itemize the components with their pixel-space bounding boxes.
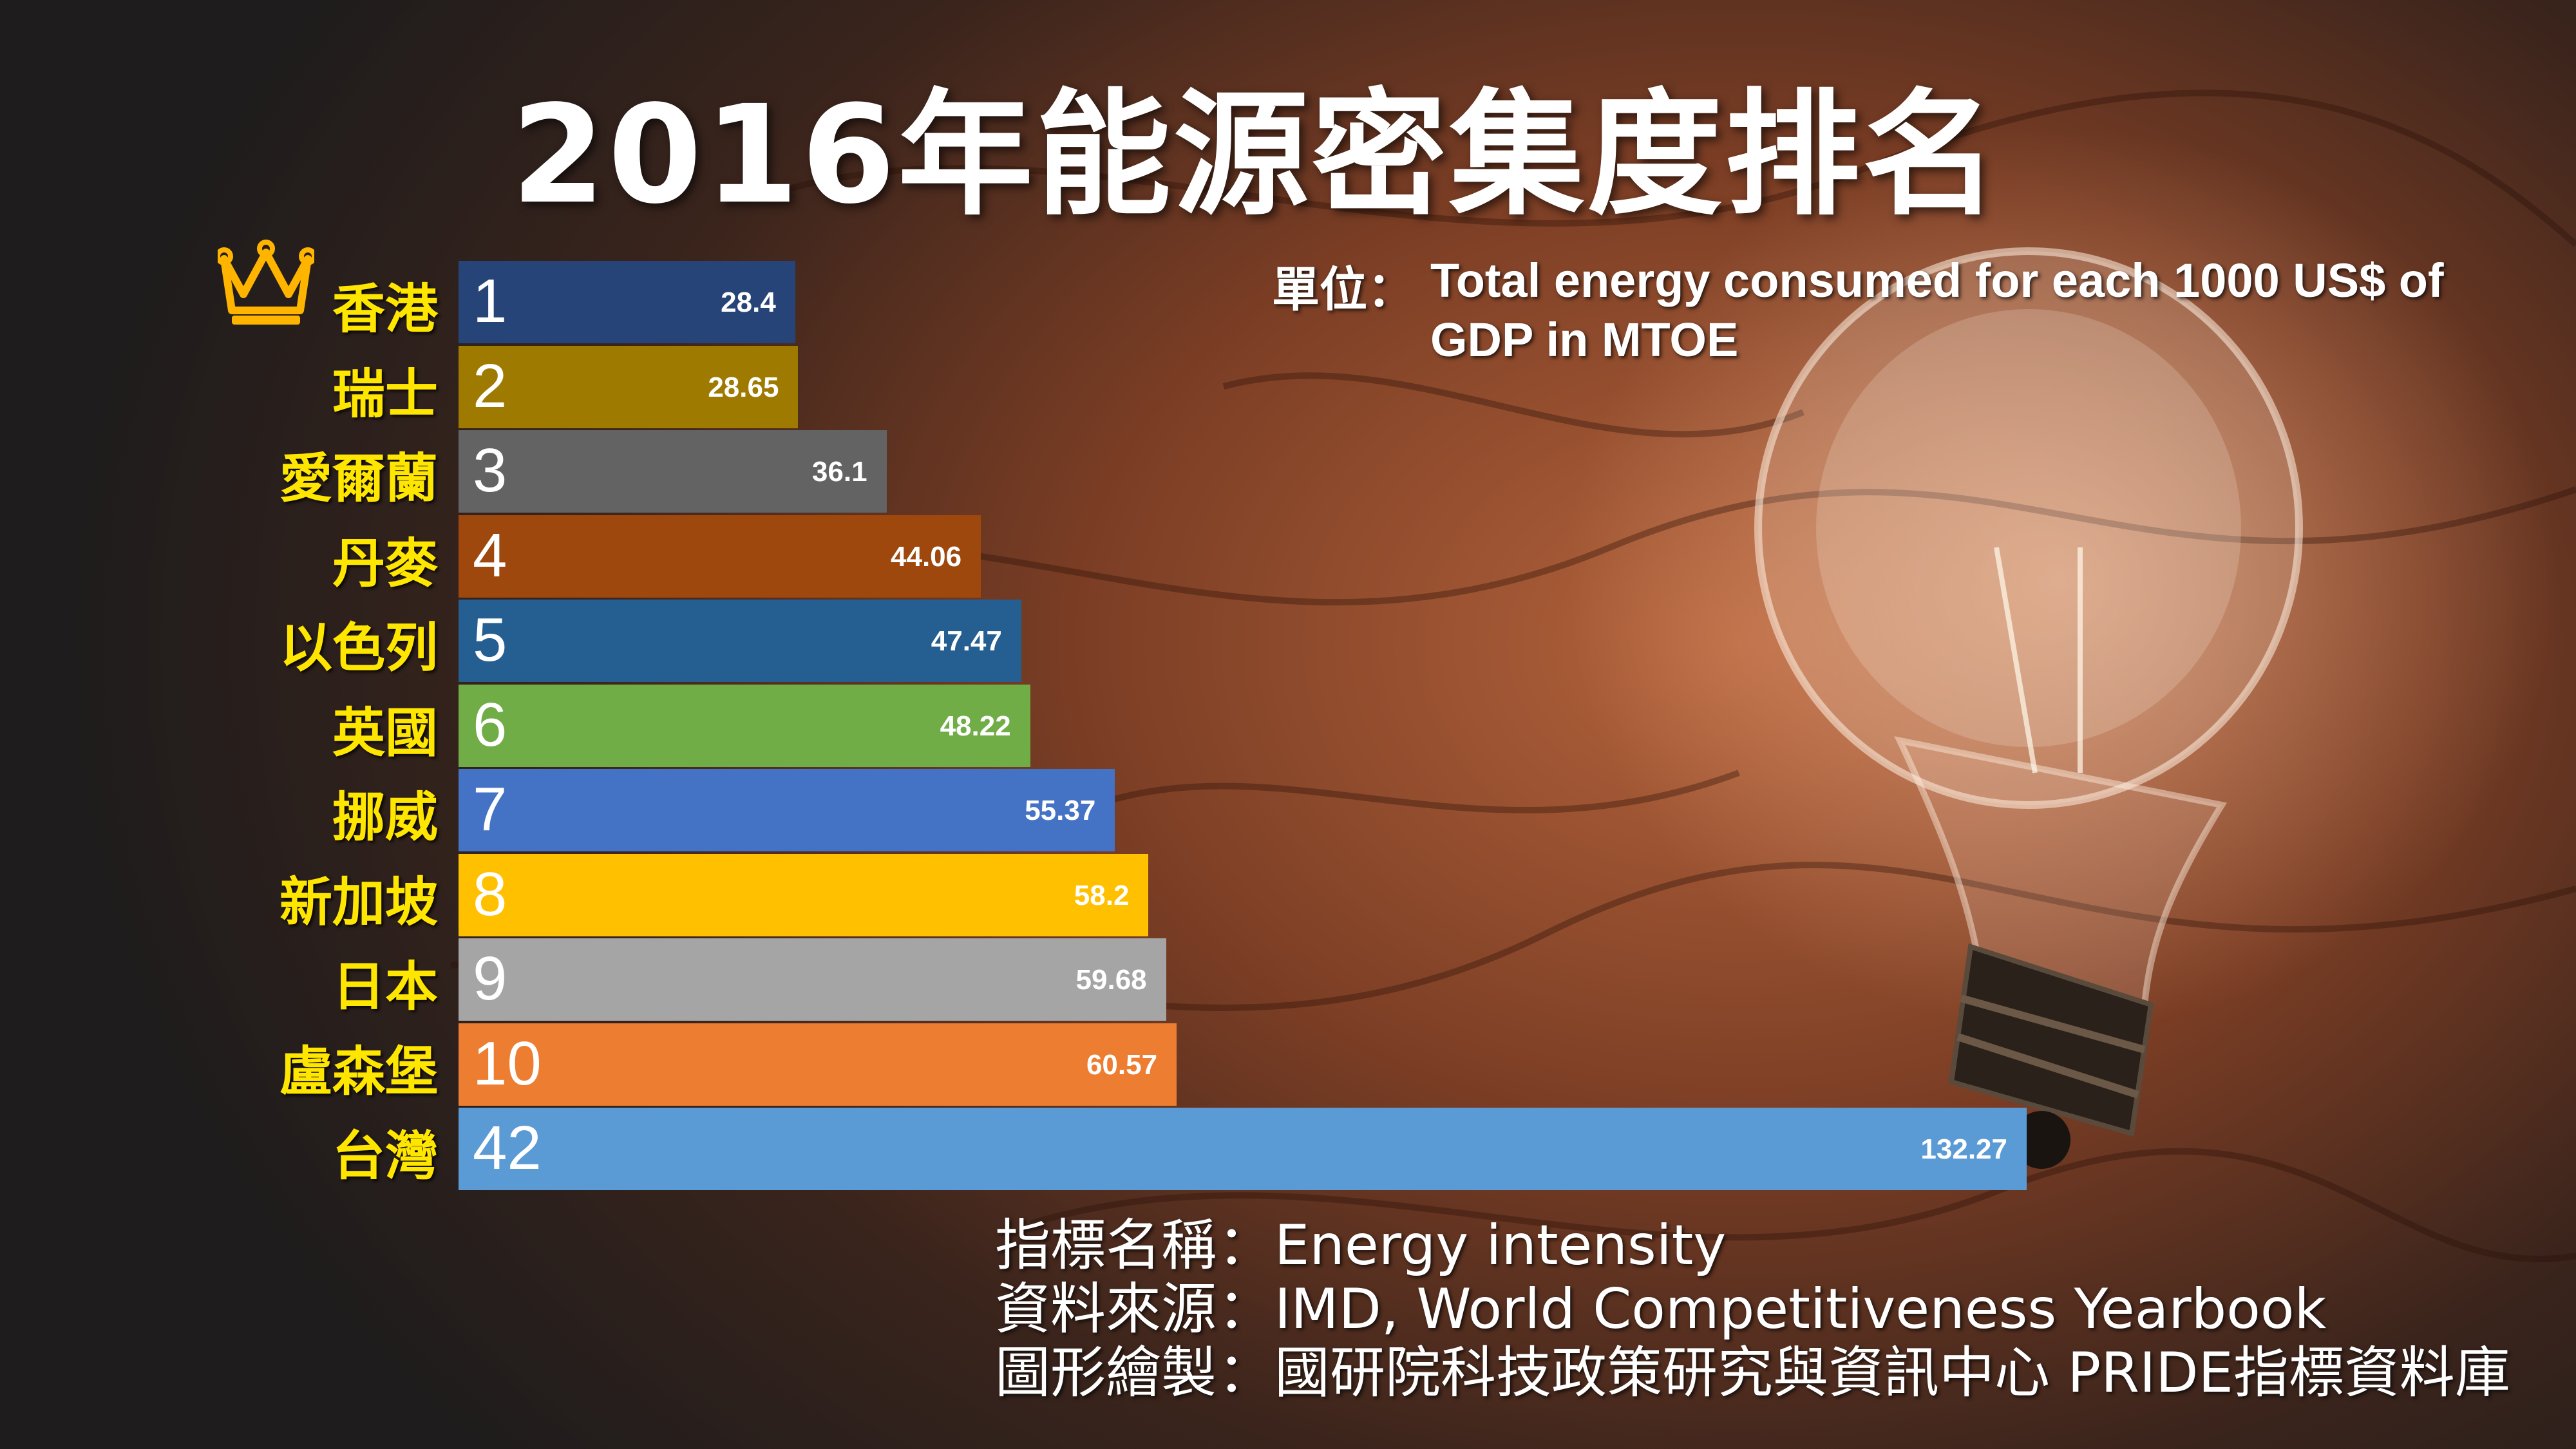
chart-title: 2016年能源密集度排名	[511, 76, 2001, 234]
country-label: 愛爾蘭	[279, 448, 438, 509]
bar: 2 28.65	[459, 345, 799, 428]
rank-label: 5	[473, 605, 507, 674]
footer-key: 資料來源	[995, 1277, 1217, 1341]
unit-label: 單位：	[1272, 263, 1415, 316]
country-label: 香港	[332, 279, 438, 340]
crown-icon	[218, 240, 314, 325]
value-label: 58.2	[1074, 879, 1130, 911]
rank-label: 3	[473, 436, 507, 505]
country-label: 以色列	[279, 618, 438, 679]
bar: 8 58.2	[459, 853, 1149, 936]
value-label: 48.22	[940, 710, 1011, 742]
rank-label: 7	[473, 775, 507, 844]
bar: 9 59.68	[459, 938, 1166, 1021]
unit-text: Total energy consumed for each 1000 US$ …	[1430, 254, 2444, 366]
country-label: 丹麥	[332, 533, 438, 594]
footer-value: Energy intensity	[1274, 1213, 1727, 1278]
value-label: 36.1	[811, 456, 867, 488]
rank-label: 4	[473, 520, 507, 590]
rank-label: 9	[473, 944, 507, 1013]
footer-value: IMD, World Competitiveness Yearbook	[1274, 1277, 2327, 1341]
bar: 1 28.4	[459, 261, 795, 343]
footer-value: 國研院科技政策研究與資訊中心 PRIDE指標資料庫	[1274, 1341, 2510, 1405]
bar: 6 48.22	[459, 684, 1030, 767]
country-label: 瑞士	[332, 363, 438, 425]
value-label: 47.47	[931, 625, 1002, 657]
rank-label: 6	[473, 690, 507, 759]
value-label: 44.06	[891, 540, 962, 573]
footer-row-credit: 圖形繪製：國研院科技政策研究與資訊中心 PRIDE指標資料庫	[995, 1341, 2510, 1405]
value-label: 28.4	[721, 287, 776, 318]
bar: 5 47.47	[459, 600, 1021, 682]
footer-separator: ：	[1218, 1341, 1273, 1405]
footer-key: 圖形繪製	[995, 1341, 1217, 1405]
rank-label: 42	[473, 1113, 542, 1182]
footer-row-source: 資料來源：IMD, World Competitiveness Yearbook	[995, 1278, 2510, 1341]
rank-label: 1	[473, 267, 507, 336]
value-label: 55.37	[1025, 795, 1096, 826]
footer-notes: 指標名稱：Energy intensity 資料來源：IMD, World Co…	[995, 1214, 2510, 1405]
country-label: 新加坡	[279, 871, 438, 933]
value-label: 132.27	[1920, 1133, 2007, 1165]
rank-label: 8	[473, 859, 507, 929]
value-label: 28.65	[708, 371, 779, 403]
country-label: 英國	[332, 702, 438, 764]
bar: 42 132.27	[459, 1108, 2027, 1190]
footer-key: 指標名稱	[995, 1213, 1217, 1278]
footer-separator: ：	[1218, 1277, 1273, 1341]
rank-label: 2	[473, 351, 507, 421]
value-label: 59.68	[1075, 964, 1147, 996]
lightbulb-icon	[1754, 247, 2303, 1169]
value-label: 60.57	[1086, 1048, 1158, 1081]
footer-row-indicator: 指標名稱：Energy intensity	[995, 1214, 2510, 1278]
rank-label: 10	[473, 1028, 542, 1098]
footer-separator: ：	[1218, 1213, 1273, 1278]
bar: 7 55.37	[459, 769, 1115, 851]
bar: 10 60.57	[459, 1023, 1177, 1106]
country-label: 日本	[332, 956, 438, 1018]
bar: 3 36.1	[459, 430, 887, 513]
bar: 4 44.06	[459, 515, 981, 598]
country-label: 盧森堡	[279, 1041, 438, 1103]
country-label: 台灣	[332, 1126, 438, 1187]
country-label: 挪威	[332, 787, 438, 848]
